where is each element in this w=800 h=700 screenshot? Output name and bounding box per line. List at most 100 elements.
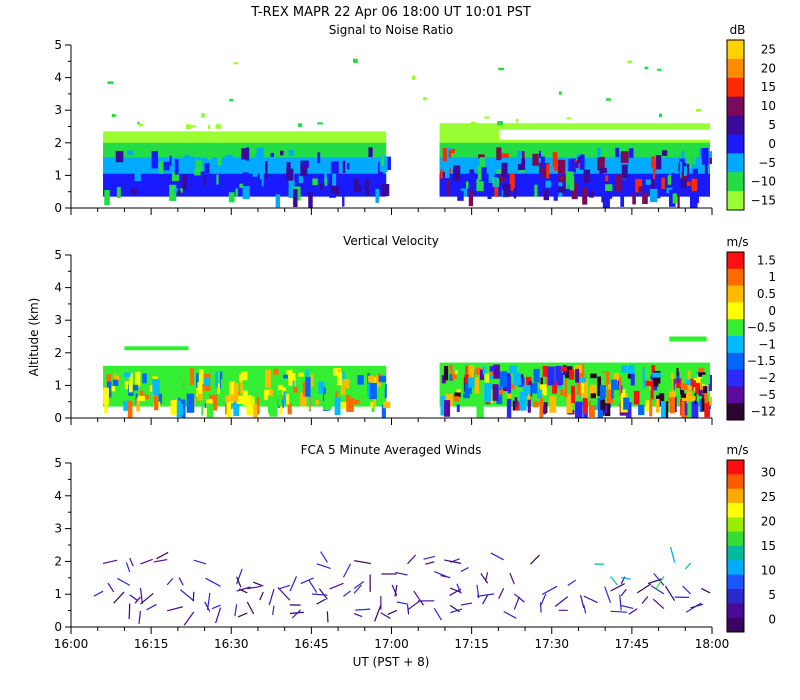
snr-cell — [256, 179, 262, 195]
vv-cell — [633, 390, 640, 405]
snr-cell — [620, 190, 625, 207]
snr-cell — [265, 161, 268, 179]
snr-cell — [645, 179, 652, 185]
colorbar-swatch — [727, 488, 744, 504]
wind-barb — [394, 584, 398, 597]
wind-barb — [641, 596, 649, 605]
vv-cell — [507, 375, 512, 394]
wind-barb — [247, 585, 261, 590]
snr-cell — [686, 164, 690, 178]
vv-cell — [543, 403, 546, 415]
wind-barb — [236, 586, 251, 592]
vv-cell — [233, 382, 239, 401]
wind-barb — [395, 571, 408, 576]
wind-barb — [580, 595, 585, 609]
snr-cell — [104, 189, 110, 206]
colorbar-tick-label: 0.5 — [757, 287, 776, 301]
snr-cell — [655, 154, 662, 170]
vv-cell — [260, 369, 269, 379]
snr-cell — [632, 193, 636, 205]
vv-cell — [674, 396, 677, 412]
snr-cell — [496, 169, 503, 174]
vv-cell — [265, 369, 271, 389]
colorbar-swatch — [727, 40, 744, 60]
snr-cell — [653, 168, 656, 185]
vv-cell — [449, 374, 454, 381]
snr-cell — [174, 159, 179, 175]
plot-area — [103, 58, 712, 208]
y-tick-label: 5 — [54, 456, 62, 470]
vv-cell — [324, 392, 332, 409]
wind-barb — [701, 587, 711, 594]
vv-cell — [128, 373, 133, 393]
wind-barb — [289, 576, 298, 592]
y-tick-label: 0 — [54, 411, 62, 425]
vv-cell — [123, 372, 131, 378]
y-tick-label: 0 — [54, 620, 62, 634]
vv-cell — [203, 377, 211, 386]
vv-cell — [547, 366, 555, 386]
snr-cell — [652, 161, 657, 173]
snr-cell — [450, 148, 455, 154]
snr-cell — [669, 189, 676, 207]
wind-barb — [529, 554, 540, 565]
vv-cell — [181, 400, 186, 418]
wind-barb — [650, 585, 665, 595]
wind-barb — [353, 612, 363, 618]
colorbar-swatch — [727, 336, 744, 354]
y-tick-label: 3 — [54, 522, 62, 536]
colorbar-swatch — [727, 403, 744, 421]
snr-cell — [127, 150, 134, 155]
wind-barb — [353, 584, 362, 594]
snr-cell — [190, 156, 196, 170]
snr-cell — [184, 154, 190, 173]
snr-cell — [539, 150, 542, 158]
wind-barb — [125, 562, 131, 573]
vv-cell — [566, 394, 573, 414]
vv-cell — [323, 387, 326, 395]
wind-barb — [178, 577, 184, 586]
colorbar-swatch — [727, 560, 744, 576]
wind-barb — [291, 609, 302, 619]
vv-cell — [569, 369, 575, 380]
plot-area — [93, 546, 711, 626]
vv-cell — [280, 403, 283, 415]
wind-barb — [621, 604, 634, 610]
vv-cell — [674, 378, 682, 389]
wind-barb — [166, 578, 174, 586]
snr-cell — [502, 184, 511, 197]
snr-cell — [440, 169, 443, 179]
vv-cell — [350, 393, 356, 398]
vv-cell — [474, 377, 480, 394]
y-tick-label: 5 — [54, 38, 62, 52]
snr-cell — [701, 148, 709, 154]
wind-barb — [237, 612, 248, 618]
snr-cell — [138, 123, 144, 127]
snr-cell — [346, 163, 350, 170]
snr-cell — [293, 189, 298, 208]
wind-barb — [211, 604, 221, 610]
vv-cell — [684, 371, 690, 379]
vv-cell — [186, 393, 195, 413]
wind-barb — [490, 552, 504, 561]
main-title: T-REX MAPR 22 Apr 06 18:00 UT 10:01 PST — [250, 5, 531, 20]
vv-cell — [574, 364, 583, 373]
x-tick-label: 17:00 — [374, 637, 409, 651]
vv-cell — [576, 375, 585, 395]
y-tick-label: 0 — [54, 201, 62, 215]
wind-barb — [204, 601, 211, 612]
vv-cell — [124, 346, 189, 351]
vv-cell — [152, 378, 160, 396]
vv-cell — [293, 386, 298, 393]
y-tick-label: 4 — [54, 71, 62, 85]
snr-cell — [501, 162, 508, 178]
colorbar-tick-label: −2 — [758, 371, 776, 385]
wind-barb — [509, 572, 515, 585]
snr-cell — [194, 160, 203, 176]
snr-cell — [686, 153, 692, 169]
snr-cell — [130, 188, 138, 195]
vv-cell — [656, 398, 660, 413]
vv-cell — [335, 391, 338, 400]
vv-cell — [475, 368, 483, 375]
vv-cell — [148, 377, 153, 387]
